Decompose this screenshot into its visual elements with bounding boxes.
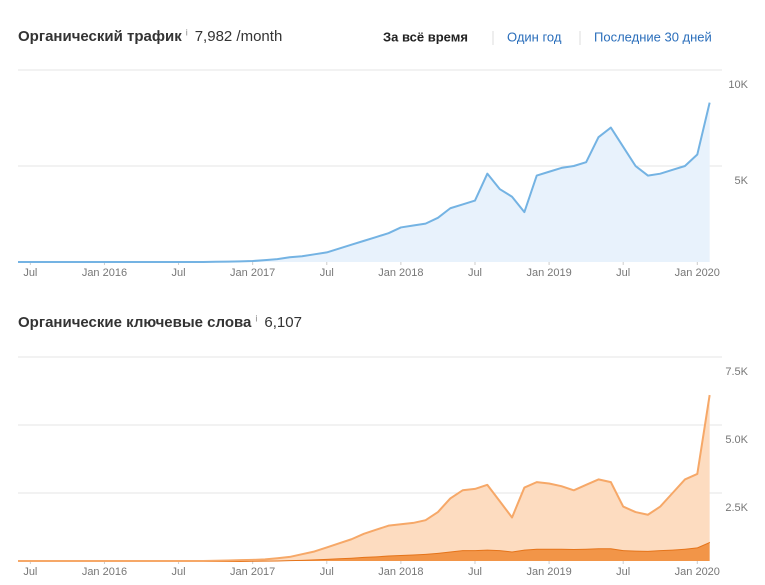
summary-value: 6,107 [264, 314, 302, 331]
chart-title: Органические ключевые слова [18, 314, 252, 331]
x-tick-label: Jan 2018 [378, 566, 423, 578]
y-tick-label: 5.0K [725, 434, 748, 446]
x-tick-label: Jan 2018 [378, 267, 423, 279]
time-range-tab[interactable]: Один год [507, 29, 562, 44]
y-tick-label: 10K [728, 79, 748, 91]
x-tick-label: Jul [172, 566, 186, 578]
time-range-tab[interactable]: За всё время [383, 29, 468, 44]
y-tick-label: 7.5K [725, 366, 748, 378]
x-tick-label: Jan 2017 [230, 566, 275, 578]
summary-value: 7,982 /month [195, 28, 283, 45]
x-tick-label: Jan 2017 [230, 267, 275, 279]
area [18, 541, 710, 561]
x-tick-label: Jul [616, 566, 630, 578]
x-tick-label: Jul [468, 267, 482, 279]
chart-title: Органический трафик [18, 28, 182, 45]
y-tick-label: 2.5K [725, 502, 748, 514]
x-tick-label: Jan 2020 [675, 566, 720, 578]
time-range-tab[interactable]: Последние 30 дней [594, 29, 712, 44]
x-tick-label: Jul [23, 566, 37, 578]
info-icon[interactable]: i [255, 313, 257, 323]
line [18, 102, 711, 263]
y-tick-label: 5K [735, 175, 749, 187]
x-tick-label: Jan 2019 [526, 267, 571, 279]
x-tick-label: Jul [23, 267, 37, 279]
x-tick-label: Jul [320, 267, 334, 279]
x-tick-label: Jan 2020 [675, 267, 720, 279]
x-tick-label: Jul [320, 566, 334, 578]
x-tick-label: Jan 2016 [82, 566, 127, 578]
x-tick-label: Jul [616, 267, 630, 279]
area [18, 395, 710, 561]
line [18, 394, 711, 562]
area [18, 102, 710, 262]
x-tick-label: Jan 2019 [526, 566, 571, 578]
x-tick-label: Jul [468, 566, 482, 578]
info-icon[interactable]: i [186, 27, 188, 37]
x-tick-label: Jan 2016 [82, 267, 127, 279]
x-tick-label: Jul [172, 267, 186, 279]
